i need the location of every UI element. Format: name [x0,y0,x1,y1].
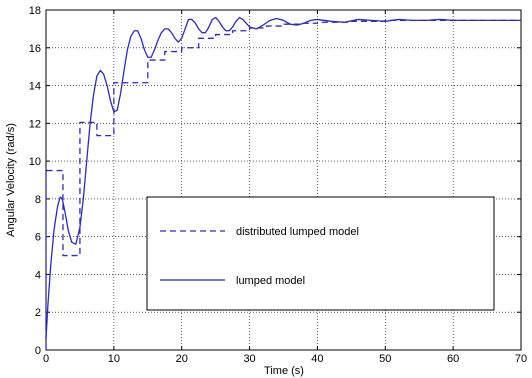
x-tick-label: 70 [515,353,527,365]
y-axis-label: Angular Velocity (rad/s) [5,123,17,237]
y-tick-label: 10 [29,156,41,168]
y-tick-label: 12 [29,118,41,130]
x-tick-label: 50 [379,353,391,365]
series-line-lumped-model [45,16,521,339]
x-tick-label: 20 [176,353,188,365]
x-tick-label: 0 [43,353,49,365]
x-tick-label: 60 [447,353,459,365]
legend: distributed lumped model lumped model [146,196,495,311]
x-axis-label: Time (s) [264,365,304,377]
y-tick-label: 18 [29,5,41,17]
y-tick-label: 2 [35,307,41,319]
x-tick-label: 40 [311,353,323,365]
y-tick-label: 16 [29,43,41,55]
y-tick-label: 8 [35,194,41,206]
legend-label-distributed-lumped-model: distributed lumped model [236,226,359,238]
series-line-distributed-lumped-model [45,19,521,350]
x-tick-label: 10 [108,353,120,365]
legend-label-lumped-model: lumped model [236,275,305,287]
legend-box [146,196,495,311]
y-tick-label: 4 [35,269,41,281]
series-lines [45,16,521,350]
y-tick-label: 6 [35,232,41,244]
y-tick-label: 14 [29,81,41,93]
axis-ticks: 0 10 20 30 40 50 60 70 0 2 4 6 8 10 12 14 16 18 [29,5,527,365]
y-tick-label: 0 [35,345,41,357]
x-tick-label: 30 [243,353,255,365]
